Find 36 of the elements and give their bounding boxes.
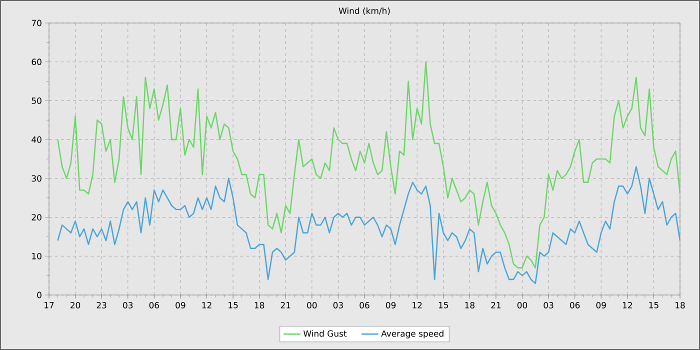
x-tick-label: 06 (360, 302, 370, 308)
x-tick-label: 12 (202, 302, 212, 308)
x-tick-label: 18 (465, 302, 474, 308)
x-tick-label: 20 (70, 302, 80, 308)
y-tick-label: 60 (32, 58, 42, 66)
x-tick-label: 15 (649, 302, 658, 308)
y-tick-label: 0 (37, 292, 42, 298)
y-tick-label: 70 (32, 20, 42, 26)
x-tick-label: 03 (544, 302, 554, 308)
x-tick-label: 06 (570, 302, 580, 308)
x-tick-label: 09 (176, 302, 186, 308)
x-tick-label: 09 (596, 302, 606, 308)
x-tick-label: 03 (123, 302, 133, 308)
x-tick-label: 21 (491, 302, 501, 308)
y-tick-label: 40 (32, 136, 42, 143)
x-tick-label: 00 (307, 302, 317, 308)
x-tick-label: 06 (149, 302, 160, 308)
y-tick-label: 10 (32, 252, 42, 260)
x-tick-label: 00 (517, 302, 528, 308)
x-tick-label: 18 (676, 302, 685, 308)
y-tick-label: 30 (32, 175, 42, 182)
legend-label: Wind Gust (303, 330, 347, 337)
x-tick-label: 18 (254, 302, 264, 308)
x-tick-label: 12 (412, 302, 422, 308)
y-tick-label: 50 (32, 98, 42, 104)
legend-label: Average speed (381, 330, 444, 338)
x-tick-label: 15 (228, 302, 238, 308)
x-tick-label: 03 (333, 302, 343, 308)
chart-title: Wind (km/h) (338, 7, 390, 15)
x-tick-label: 09 (386, 302, 396, 308)
x-tick-label: 23 (96, 302, 106, 308)
x-tick-label: 12 (622, 302, 632, 308)
y-tick-label: 20 (32, 214, 42, 220)
x-tick-label: 17 (44, 302, 54, 308)
x-tick-label: 21 (280, 302, 290, 308)
x-tick-label: 15 (438, 302, 448, 308)
